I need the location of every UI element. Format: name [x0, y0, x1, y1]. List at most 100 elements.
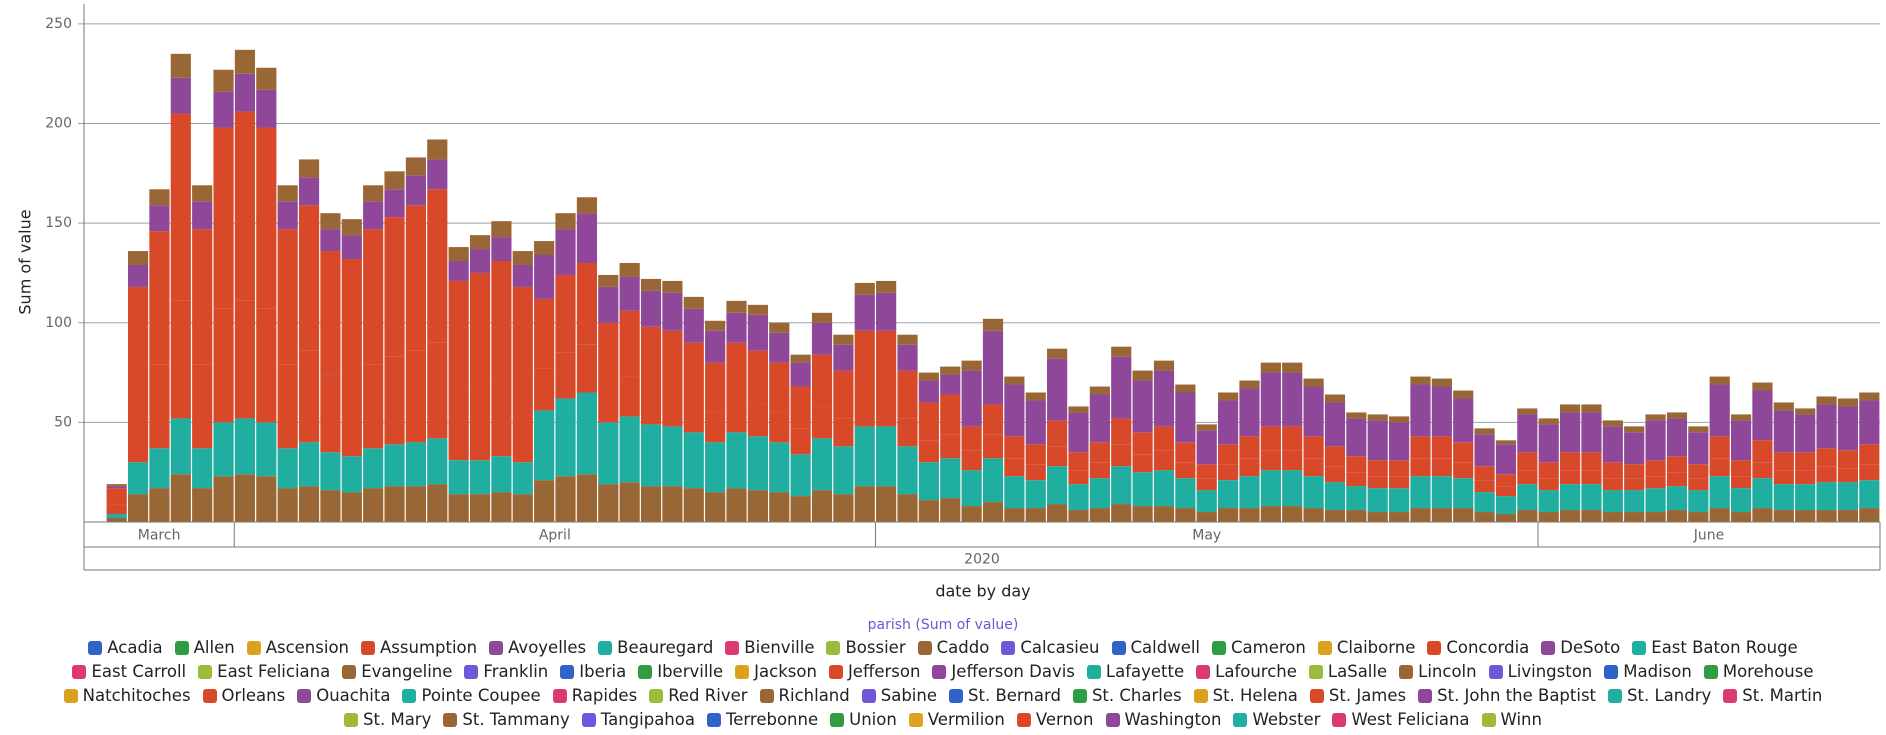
bar-segment — [1175, 442, 1196, 463]
legend-item[interactable]: St. Charles — [1072, 686, 1182, 706]
bar-segment — [149, 448, 170, 489]
legend-item[interactable]: Concordia — [1427, 638, 1529, 658]
legend-item[interactable]: St. Landry — [1608, 686, 1711, 706]
legend-item[interactable]: Jefferson — [828, 662, 920, 682]
x-tick-label: May — [1192, 528, 1221, 544]
legend-item[interactable]: St. Helena — [1193, 686, 1298, 706]
legend-label: Allen — [193, 638, 235, 657]
legend-item[interactable]: Jackson — [735, 662, 817, 682]
bar-segment — [854, 486, 875, 522]
legend-item[interactable]: St. Tammany — [443, 710, 570, 730]
bar-segment — [170, 77, 191, 114]
legend-item[interactable]: Jefferson Davis — [932, 662, 1075, 682]
legend-item[interactable]: Union — [830, 710, 897, 730]
bar-segment — [1816, 482, 1837, 511]
bar-segment — [683, 342, 704, 399]
legend-label: Terrebonne — [725, 710, 819, 729]
legend-item[interactable]: Allen — [174, 638, 235, 658]
legend-item[interactable]: Richland — [759, 686, 850, 706]
legend-item[interactable]: St. Martin — [1723, 686, 1822, 706]
legend-item[interactable]: Madison — [1604, 662, 1692, 682]
legend-item[interactable]: East Feliciana — [198, 662, 330, 682]
bar-segment — [1303, 436, 1324, 459]
legend-item[interactable]: LaSalle — [1308, 662, 1387, 682]
bar-segment — [876, 330, 897, 391]
bar-segment — [1517, 452, 1538, 471]
legend-item[interactable]: St. Mary — [344, 710, 431, 730]
bar-segment — [1132, 380, 1153, 433]
legend-item[interactable]: Beauregard — [598, 638, 713, 658]
legend-item[interactable]: Cameron — [1212, 638, 1306, 658]
legend-item[interactable]: Claiborne — [1317, 638, 1415, 658]
bar-segment — [1282, 426, 1303, 451]
legend-item[interactable]: Sabine — [861, 686, 937, 706]
bar-segment — [1346, 456, 1367, 473]
legend-item[interactable]: East Carroll — [72, 662, 186, 682]
legend-item[interactable]: Iberia — [560, 662, 626, 682]
bar-segment — [982, 458, 1004, 503]
bar-segment — [1324, 394, 1346, 403]
legend-item[interactable]: Calcasieu — [1001, 638, 1100, 658]
legend-item[interactable]: Tangipahoa — [581, 710, 695, 730]
bar-segment — [1666, 486, 1688, 511]
bar-segment — [405, 205, 427, 351]
bar-segment — [1047, 446, 1068, 467]
legend-swatch — [443, 713, 458, 727]
legend-item[interactable]: Morehouse — [1703, 662, 1814, 682]
bar-segment — [1837, 398, 1859, 407]
legend-item[interactable]: Orleans — [202, 686, 285, 706]
bar-segment — [1324, 402, 1346, 447]
legend-label: Caldwell — [1130, 638, 1201, 657]
bar-segment — [1538, 424, 1559, 463]
legend-item[interactable]: Lafayette — [1086, 662, 1184, 682]
bar-segment — [469, 494, 491, 522]
legend-item[interactable]: Livingston — [1488, 662, 1592, 682]
legend-item[interactable]: Natchitoches — [63, 686, 191, 706]
legend-item[interactable]: Caddo — [917, 638, 989, 658]
legend-item[interactable]: Bossier — [826, 638, 906, 658]
legend-item[interactable]: Iberville — [638, 662, 723, 682]
bar-segment — [512, 264, 533, 287]
legend-item[interactable]: Rapides — [552, 686, 637, 706]
bar-segment — [1795, 452, 1816, 471]
legend-item[interactable]: Red River — [649, 686, 748, 706]
legend-item[interactable]: St. Bernard — [949, 686, 1061, 706]
legend-item[interactable]: Lincoln — [1399, 662, 1477, 682]
bar-segment — [170, 418, 191, 475]
legend-item[interactable]: Evangeline — [342, 662, 452, 682]
legend-item[interactable]: Franklin — [464, 662, 548, 682]
bar-segment — [1688, 464, 1709, 479]
legend-item[interactable]: Ascension — [246, 638, 349, 658]
bar-segment — [576, 474, 597, 522]
bar-segment — [1431, 508, 1452, 522]
bar-segment — [106, 488, 127, 505]
bar-segment — [854, 390, 875, 427]
bar-segment — [192, 364, 213, 449]
bar-segment — [854, 282, 875, 295]
legend-item[interactable]: Bienville — [725, 638, 814, 658]
bar-segment — [384, 486, 405, 522]
legend-item[interactable]: Terrebonne — [706, 710, 819, 730]
legend-item[interactable]: Acadia — [88, 638, 163, 658]
legend-swatch — [1212, 641, 1227, 655]
bar-segment — [598, 322, 619, 385]
bar-segment — [1709, 436, 1730, 459]
bar-segment — [769, 412, 790, 443]
bar-segment — [1367, 488, 1388, 513]
bar-segment — [1089, 394, 1110, 443]
legend-item[interactable]: East Baton Rouge — [1632, 638, 1798, 658]
bar-segment — [705, 330, 726, 363]
legend-item[interactable]: St. James — [1309, 686, 1406, 706]
bar-segment — [940, 366, 961, 375]
bar-segment — [1282, 362, 1303, 373]
legend-item[interactable]: Pointe Coupee — [402, 686, 541, 706]
legend-item[interactable]: St. John the Baptist — [1418, 686, 1596, 706]
legend-item[interactable]: Caldwell — [1111, 638, 1201, 658]
legend-item[interactable]: DeSoto — [1541, 638, 1620, 658]
legend-item[interactable]: Avoyelles — [489, 638, 586, 658]
bar-segment — [1474, 480, 1495, 493]
legend-item[interactable]: Ouachita — [297, 686, 390, 706]
legend-item[interactable]: Lafourche — [1196, 662, 1297, 682]
bar-segment — [256, 308, 277, 423]
legend-item[interactable]: Assumption — [361, 638, 477, 658]
